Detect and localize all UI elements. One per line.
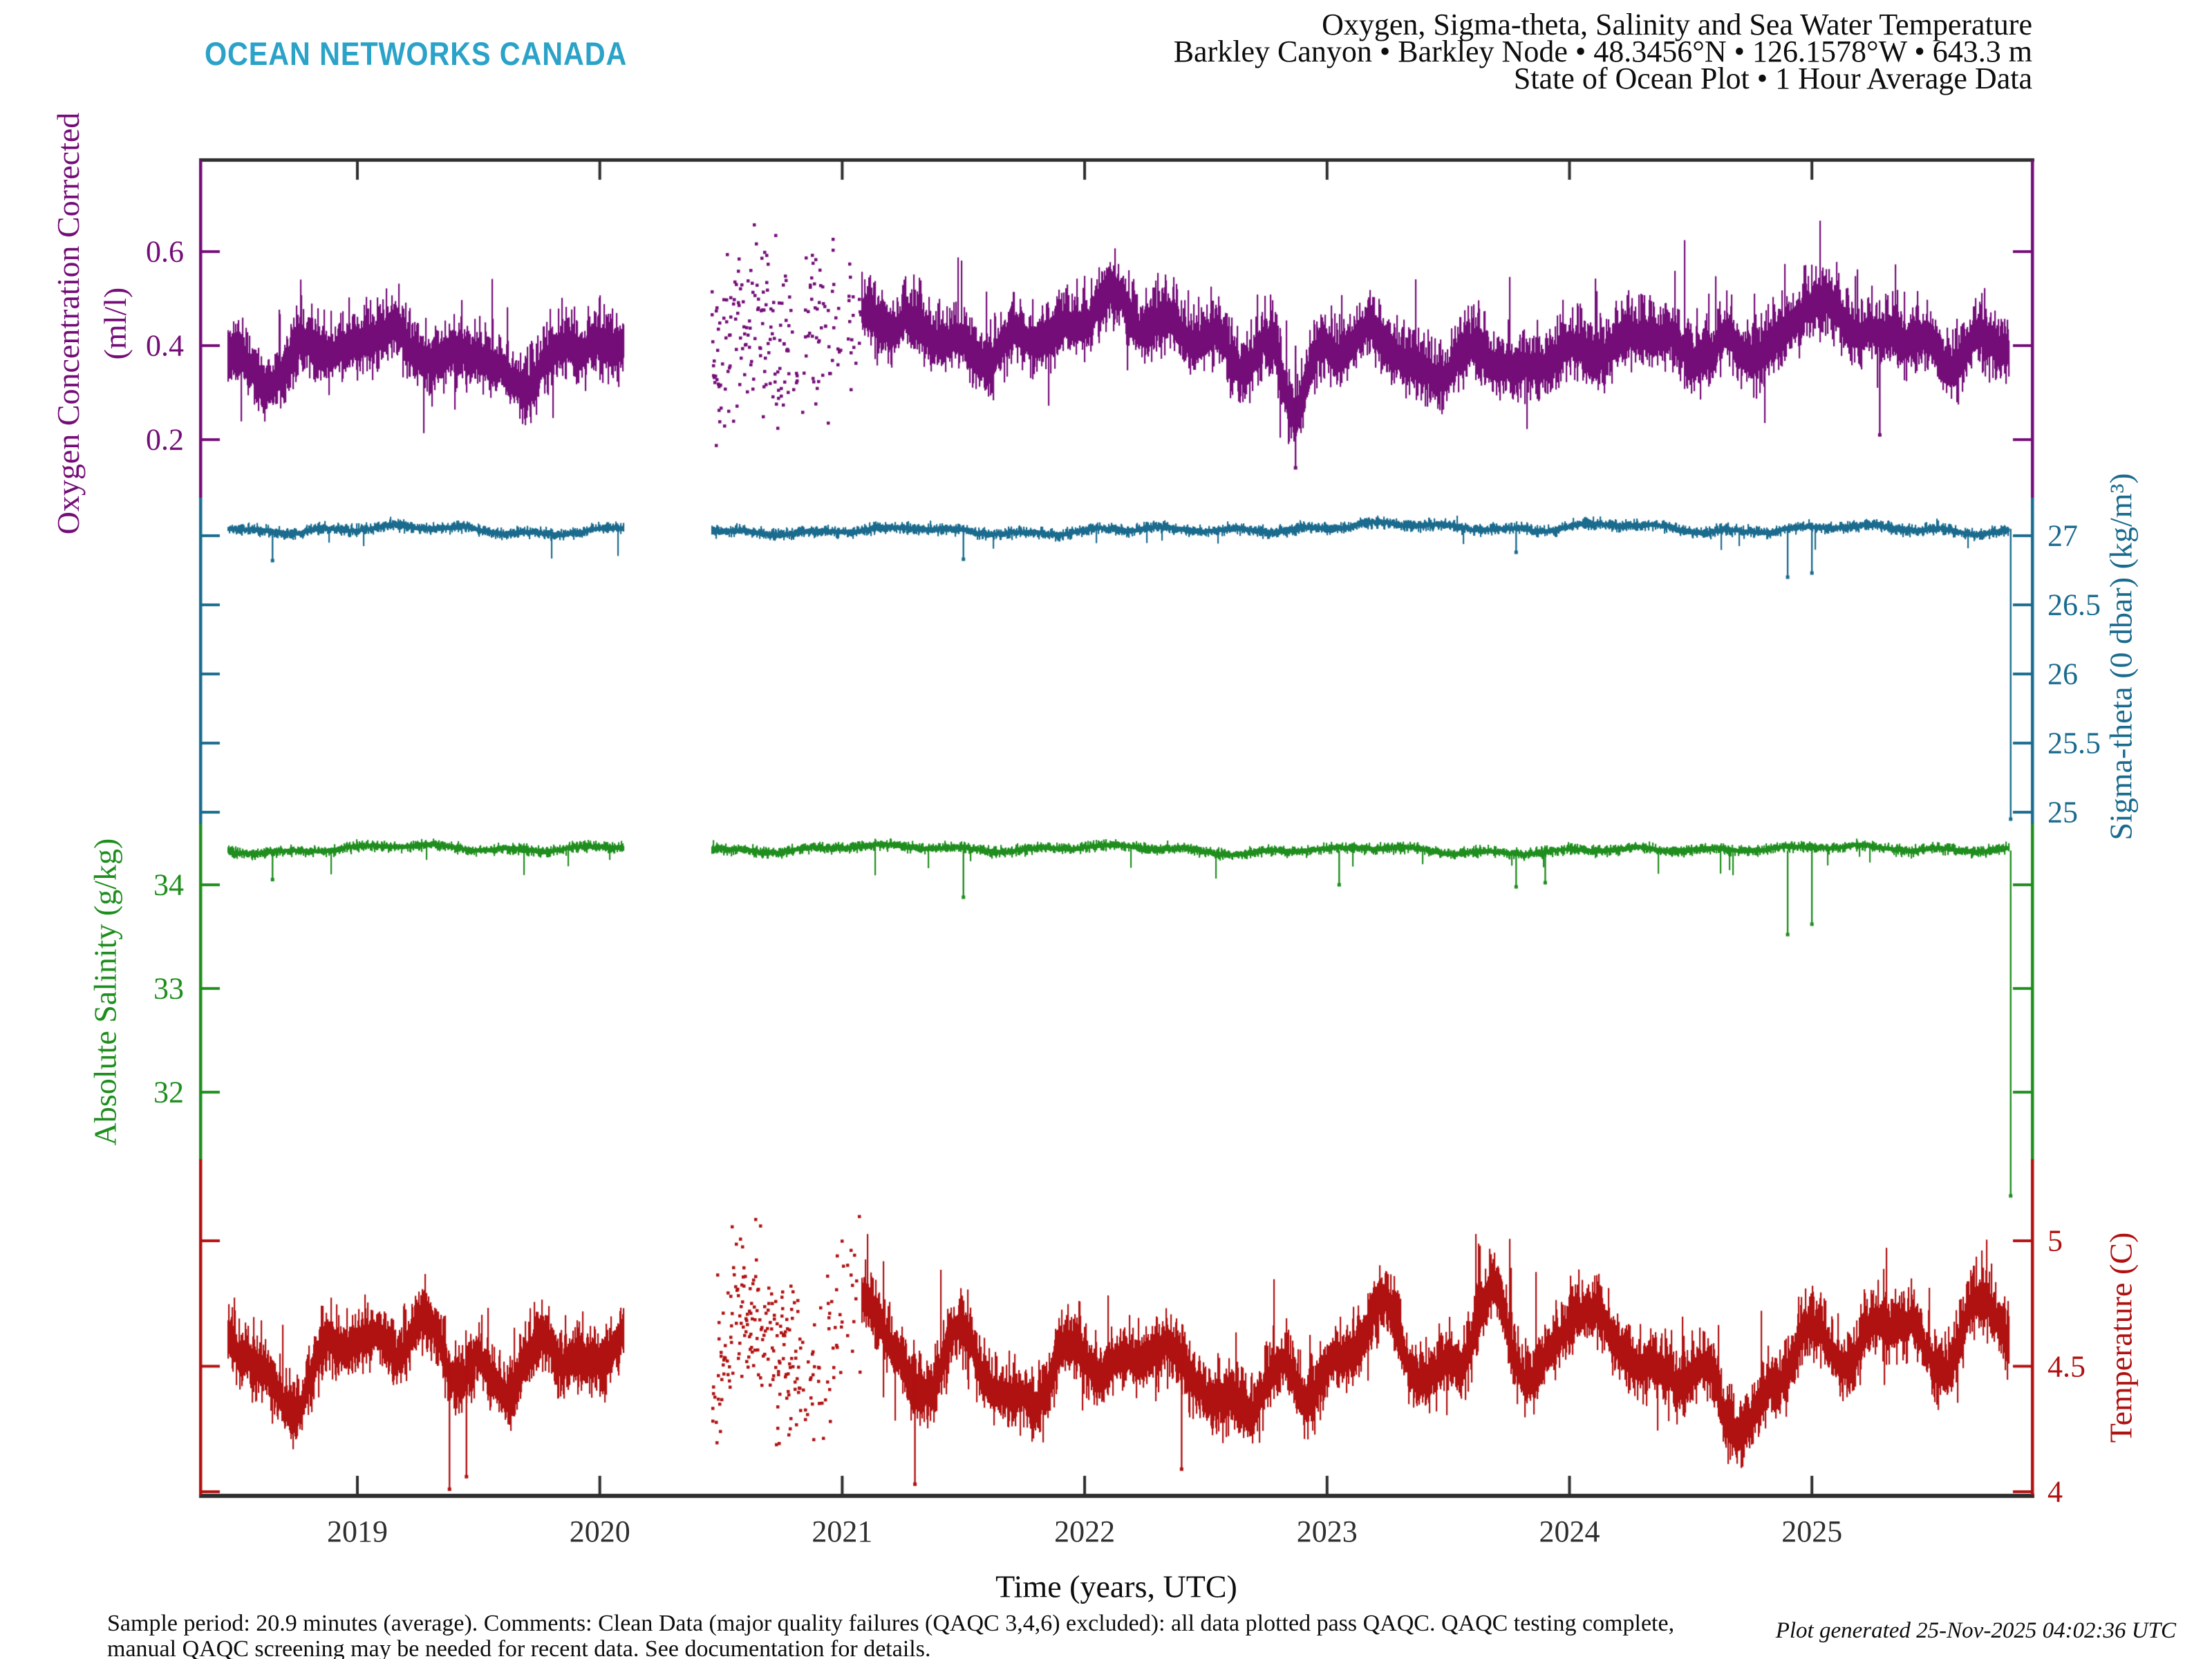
x-tick-label-2024: 2024 bbox=[1539, 1515, 1600, 1548]
temperature-axis-title: Temperature (C) bbox=[2103, 1232, 2139, 1443]
x-tick-label-2019: 2019 bbox=[327, 1515, 388, 1548]
y-tick-label-sigma_theta-26.5: 26.5 bbox=[2047, 588, 2101, 622]
footer-comments-line-2: manual QAQC screening may be needed for … bbox=[107, 1636, 931, 1659]
plot-title-line-2: Barkley Canyon • Barkley Node • 48.3456°… bbox=[1173, 35, 2032, 68]
y-tick-label-sigma_theta-27: 27 bbox=[2047, 518, 2078, 553]
plot-title-line-1: Oxygen, Sigma-theta, Salinity and Sea Wa… bbox=[1322, 8, 2032, 41]
y-tick-label-sigma_theta-25.5: 25.5 bbox=[2047, 726, 2101, 760]
y-tick-label-temperature-4.5: 4.5 bbox=[2047, 1349, 2086, 1383]
y-tick-label-salinity-32: 32 bbox=[153, 1075, 184, 1109]
y-tick-label-temperature-4: 4 bbox=[2047, 1474, 2063, 1509]
x-tick-label-2020: 2020 bbox=[569, 1515, 630, 1548]
x-tick-label-2023: 2023 bbox=[1296, 1515, 1358, 1548]
y-tick-label-sigma_theta-25: 25 bbox=[2047, 795, 2078, 830]
y-tick-label-oxygen-0.2: 0.2 bbox=[146, 422, 184, 457]
footer-comments-line-1: Sample period: 20.9 minutes (average). C… bbox=[107, 1611, 1675, 1636]
y-tick-label-temperature-5: 5 bbox=[2047, 1224, 2063, 1258]
y-tick-label-oxygen-0.4: 0.4 bbox=[146, 328, 184, 363]
oxygen-axis-unit: (ml/l) bbox=[97, 287, 133, 360]
y-tick-label-sigma_theta-26: 26 bbox=[2047, 657, 2078, 691]
x-axis-title: Time (years, UTC) bbox=[995, 1568, 1237, 1604]
x-tick-label-2022: 2022 bbox=[1054, 1515, 1116, 1548]
salinity-axis-title: Absolute Salinity (g/kg) bbox=[87, 838, 123, 1146]
x-tick-label-2021: 2021 bbox=[812, 1515, 873, 1548]
oxygen-axis-title: Oxygen Concentration Corrected (ml/l) bbox=[47, 113, 137, 535]
y-tick-label-salinity-34: 34 bbox=[153, 868, 184, 902]
onc-logo: OCEAN NETWORKS CANADA bbox=[205, 35, 628, 72]
sigma-theta-axis-title: Sigma-theta (0 dbar) (kg/m³) bbox=[2103, 473, 2139, 841]
y-tick-label-oxygen-0.6: 0.6 bbox=[146, 234, 184, 269]
plot-generated-timestamp: Plot generated 25-Nov-2025 04:02:36 UTC bbox=[1775, 1618, 2176, 1643]
x-tick-label-2025: 2025 bbox=[1781, 1515, 1843, 1548]
y-tick-label-salinity-33: 33 bbox=[153, 971, 184, 1006]
plot-title-line-3: State of Ocean Plot • 1 Hour Average Dat… bbox=[1513, 62, 2032, 95]
oxygen-axis-title-text: Oxygen Concentration Corrected bbox=[50, 112, 86, 535]
plot-title-block: Oxygen, Sigma-theta, Salinity and Sea Wa… bbox=[1173, 8, 2032, 95]
footer-comments: Sample period: 20.9 minutes (average). C… bbox=[107, 1611, 1674, 1659]
